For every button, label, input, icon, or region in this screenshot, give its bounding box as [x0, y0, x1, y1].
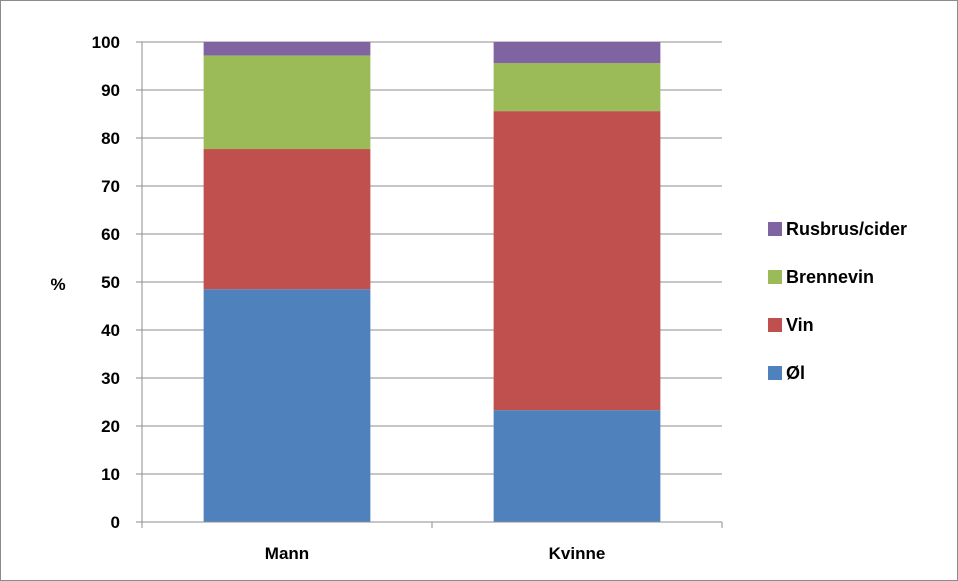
legend-swatch: [768, 270, 782, 284]
bar-segment: [493, 63, 661, 112]
y-tick-label: 20: [101, 417, 120, 436]
y-axis: 0 10 20 30 40 50 60 70 80 90 100: [92, 33, 143, 532]
x-axis: Mann Kvinne: [141, 521, 723, 563]
bar-segment: [203, 289, 371, 522]
y-tick-label: 0: [111, 513, 120, 532]
y-tick-label: 50: [101, 273, 120, 292]
y-tick-label: 60: [101, 225, 120, 244]
y-axis-label: %: [50, 275, 65, 294]
y-tick-label: 40: [101, 321, 120, 340]
legend-label: Øl: [786, 363, 805, 383]
bar-segment: [493, 410, 661, 522]
legend-swatch: [768, 318, 782, 332]
bar-segment: [203, 42, 371, 56]
legend-swatch: [768, 366, 782, 380]
y-tick-label: 10: [101, 465, 120, 484]
legend-label: Vin: [786, 315, 814, 335]
y-tick-label: 80: [101, 129, 120, 148]
y-tick-label: 70: [101, 177, 120, 196]
x-tick-label: Mann: [265, 544, 309, 563]
legend-swatch: [768, 222, 782, 236]
x-tick-label: Kvinne: [549, 544, 606, 563]
y-tick-label: 100: [92, 33, 120, 52]
legend: Rusbrus/cider Brennevin Vin Øl: [768, 219, 907, 383]
bar-segment: [493, 111, 661, 411]
legend-label: Brennevin: [786, 267, 874, 287]
y-tick-label: 30: [101, 369, 120, 388]
legend-label: Rusbrus/cider: [786, 219, 907, 239]
bar-segment: [203, 55, 371, 150]
bar-segment: [203, 149, 371, 290]
bar-segment: [493, 42, 661, 64]
y-tick-label: 90: [101, 81, 120, 100]
bars: [203, 42, 661, 522]
